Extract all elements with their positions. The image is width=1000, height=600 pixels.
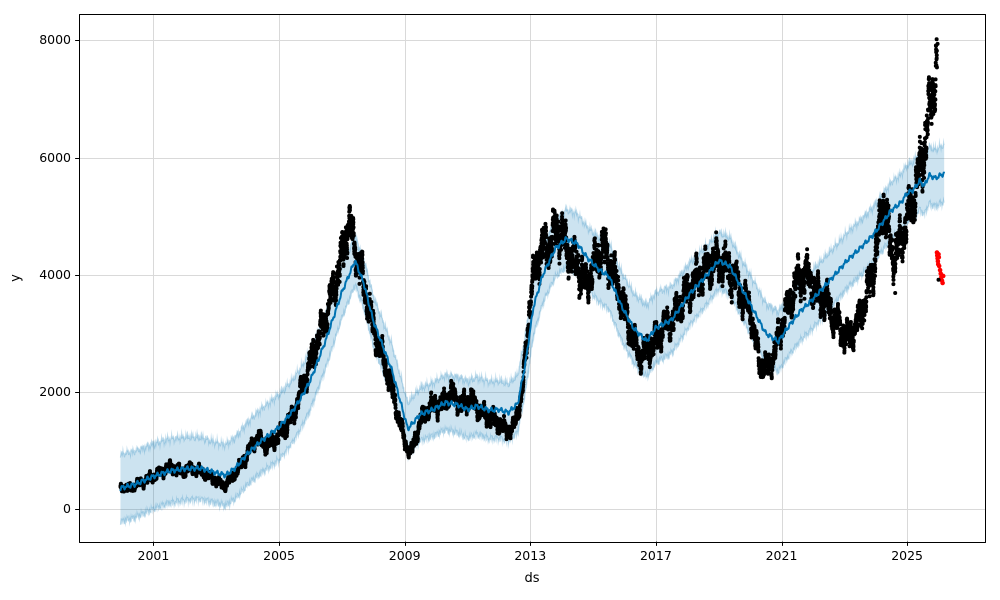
x-tick-label: 2005 [263, 548, 295, 563]
y-tick-label: 8000 [39, 32, 71, 48]
y-axis-label: y [8, 274, 24, 282]
x-tick-label: 2021 [765, 548, 798, 563]
x-tick-label: 2009 [388, 548, 421, 563]
x-tick-label: 2013 [514, 548, 547, 563]
x-tick-label: 2001 [137, 548, 170, 563]
y-tick-label: 4000 [39, 266, 71, 282]
x-tick-label: 2025 [891, 548, 924, 563]
y-tick-label: 2000 [39, 383, 71, 399]
y-tick-label: 0 [63, 501, 71, 517]
x-axis-label: ds [524, 571, 540, 586]
x-tick-label: 2017 [639, 548, 672, 563]
y-tick-label: 6000 [39, 149, 71, 165]
